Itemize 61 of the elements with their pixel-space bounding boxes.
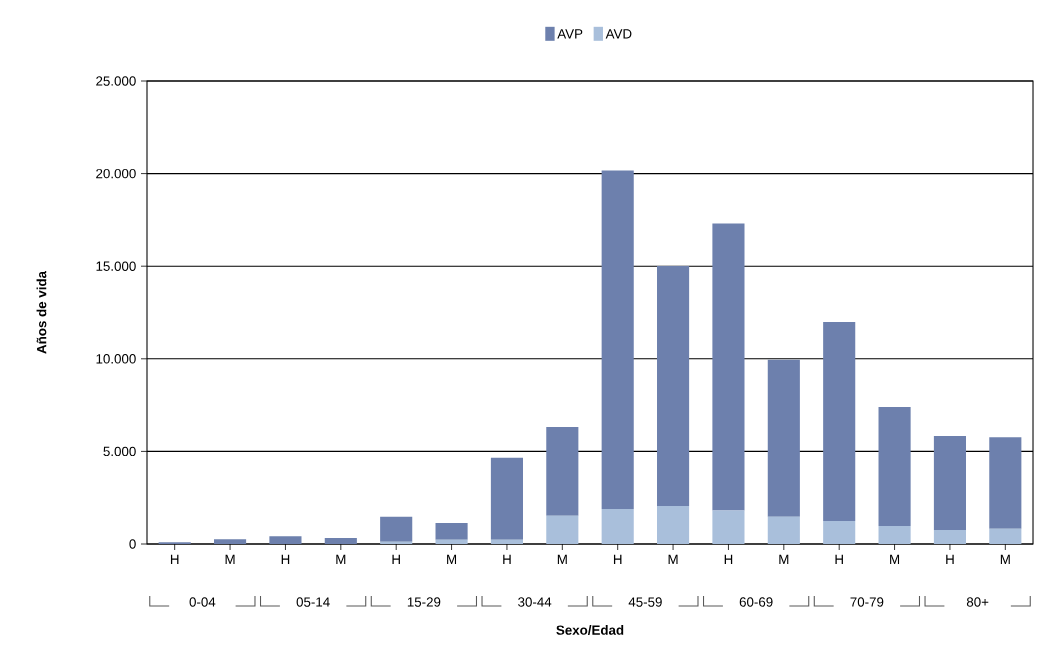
bar [767,516,800,544]
text: 80+ [966,597,989,607]
text: 30-44 [518,597,552,607]
x-tick-label: M [447,554,457,564]
bar [380,541,413,544]
bar [878,526,911,544]
x-tick-label: H [835,554,843,564]
x-tick-label: H [724,554,733,564]
text: 0-04 [189,597,216,607]
bar [601,170,634,509]
text: 15-29 [407,597,441,607]
bar [546,426,579,516]
bar [380,516,413,542]
bar [435,539,468,544]
bar [878,406,911,527]
x-tick-label: M [336,554,346,564]
x-tick-label: H [503,554,511,564]
x-tick-label: M [225,554,235,564]
bar [823,321,856,522]
y-tick-label: 0 [129,539,136,549]
bar [989,528,1022,544]
x-tick-label: M [890,554,900,564]
y-tick-label: 20.000 [96,168,136,179]
y-tick-label: 15.000 [96,261,136,271]
x-tick-label: H [392,554,400,564]
bar [712,510,745,544]
x-tick-label: H [946,554,954,564]
y-tick-label: 5.000 [103,446,136,457]
bar [657,266,690,507]
bar [989,437,1022,529]
text: 70-79 [850,597,884,607]
bar [269,536,302,544]
bar [435,523,468,540]
x-tick-label: H [281,554,290,564]
bar [214,539,247,544]
bar [324,538,357,544]
x-tick-label: H [613,554,622,564]
x-tick-label: M [1000,554,1010,564]
text: 60-69 [739,597,773,607]
x-tick-label: M [668,554,678,564]
legend-label: AVD [605,29,632,39]
bar [712,223,745,511]
y-tick-label: 25.000 [96,76,136,86]
bar [657,506,690,544]
bar [933,436,967,530]
bar [546,515,579,544]
bar [767,359,800,517]
bar [933,529,967,544]
x-tick-label: M [779,554,789,564]
y-axis-title: Años de vida [36,270,47,354]
y-tick-label: 10.000 [96,354,136,364]
x-tick-label: M [557,554,567,564]
bar [823,521,856,544]
x-tick-label: H [170,554,179,564]
text: 45-59 [628,597,662,607]
x-axis-title: Sexo/Edad [556,625,624,635]
bar [490,457,523,540]
bar [490,539,523,544]
bar [601,509,634,544]
text: 05-14 [296,597,330,607]
legend-label: AVP [557,29,583,39]
